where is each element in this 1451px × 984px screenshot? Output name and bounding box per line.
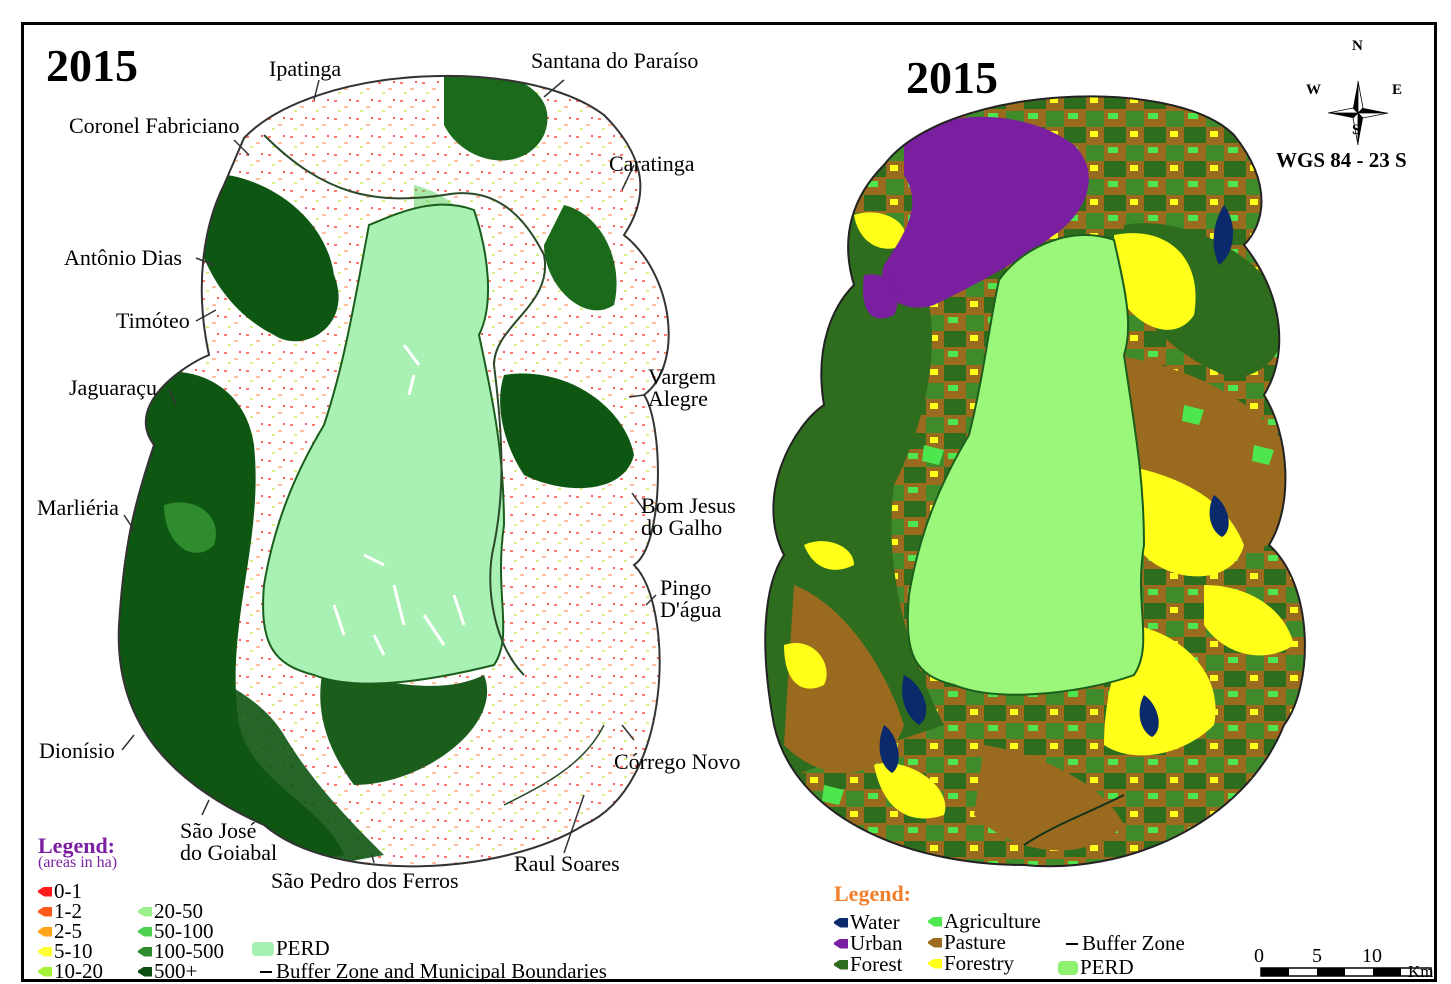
legend-swatch-10-20 [38,966,52,977]
coordinate-system: WGS 84 - 23 S [1276,148,1407,172]
legend-label-100-500: 100-500 [154,939,224,963]
legend-label-5-10: 5-10 [54,939,93,963]
legend-label-10-20: 10-20 [54,959,103,982]
legend-swatch-urban [834,938,848,949]
place-marlieria: Marliéria [37,495,119,520]
place-pingo-dagua: Pingo D'água [660,577,721,621]
legend-swatch-500-plus [138,966,152,977]
compass-rose [1327,80,1389,146]
legend-label-forestry: Forestry [944,951,1014,975]
left-legend-subtitle: (areas in ha) [38,854,118,871]
legend-item-1-2: 1-2 [38,901,82,922]
legend-item-forestry: Forestry [928,953,1014,974]
place-bom-jesus-line1: Bom Jesus [641,493,736,518]
legend-item-5-10: 5-10 [38,941,93,962]
scale-bar [1260,967,1432,977]
legend-swatch-20-50 [138,906,152,917]
scale-unit: Km [1408,962,1434,981]
place-coronel-fabriciano: Coronel Fabriciano [69,113,240,138]
legend-item-boundaries: Buffer Zone and Municipal Boundaries [260,959,607,982]
scale-label-0: 0 [1254,945,1264,967]
place-vargem-alegre-line2: Alegre [648,386,708,411]
compass-e: E [1392,82,1403,98]
legend-item-urban: Urban [834,933,902,954]
place-bom-jesus-do-galho: Bom Jesus do Galho [641,495,736,539]
right-map-year: 2015 [906,52,998,103]
place-jaguaracu: Jaguaraçu [69,375,157,400]
legend-label-500-plus: 500+ [154,959,198,982]
legend-label-perd-left: PERD [276,936,330,960]
legend-item-pasture: Pasture [928,932,1006,953]
compass-n: N [1352,38,1363,54]
place-pingo-line2: D'água [660,597,722,622]
place-dionisio: Dionísio [39,738,115,763]
legend-swatch-perd-right [1058,960,1078,975]
place-sao-jose-line2: do Goiabal [180,840,278,865]
legend-item-20-50: 20-50 [138,901,203,922]
legend-item-500-plus: 500+ [138,959,198,982]
legend-label-perd-right: PERD [1080,955,1134,979]
map-graphics [117,74,1432,977]
place-sao-pedro-dos-ferros: São Pedro dos Ferros [271,868,459,893]
legend-swatch-perd-left [252,941,274,956]
legend-swatch-1-2 [38,906,52,917]
place-sao-jose-line1: São José [180,818,257,843]
map-frame: 2015 Ipatinga Santana do Paraíso Coronel… [21,22,1437,982]
legend-label-2-5: 2-5 [54,919,82,943]
legend-label-0-1: 0-1 [54,879,82,903]
legend-item-100-500: 100-500 [138,941,224,962]
legend-label-pasture: Pasture [944,930,1006,954]
place-ipatinga: Ipatinga [269,56,342,81]
legend-swatch-agriculture [928,916,942,927]
legend-item-2-5: 2-5 [38,921,82,942]
legend-item-forest: Forest [834,954,903,975]
legend-swatch-0-1 [38,886,52,897]
legend-item-perd-right: PERD [1058,957,1134,978]
legend-item-10-20: 10-20 [38,959,103,982]
legend-swatch-50-100 [138,926,152,937]
place-raul-soares: Raul Soares [514,851,620,876]
legend-label-20-50: 20-50 [154,899,203,923]
legend-swatch-water [834,917,848,928]
legend-line-buffer-zone [1066,942,1078,945]
scale-label-5: 5 [1312,945,1322,967]
left-legend-title: Legend: [38,833,115,858]
legend-label-buffer-zone: Buffer Zone [1082,931,1185,955]
legend-item-buffer-zone: Buffer Zone [1066,933,1185,954]
legend-swatch-2-5 [38,926,52,937]
legend-label-urban: Urban [850,931,903,955]
place-sao-jose-do-goiabal: São José do Goiabal [180,820,277,864]
legend-swatch-forest [834,959,848,970]
right-legend-title: Legend: [834,881,911,906]
place-caratinga: Caratinga [609,151,695,176]
legend-label-50-100: 50-100 [154,919,214,943]
left-map-year: 2015 [46,40,138,91]
legend-label-boundaries: Buffer Zone and Municipal Boundaries [276,959,607,982]
scale-label-10: 10 [1362,945,1382,967]
legend-line-boundaries [260,970,272,973]
legend-swatch-pasture [928,937,942,948]
compass-s: S [1352,122,1361,138]
place-santana-do-paraiso: Santana do Paraíso [531,48,699,73]
legend-item-perd-left: PERD [252,938,330,959]
legend-label-1-2: 1-2 [54,899,82,923]
legend-swatch-5-10 [38,946,52,957]
legend-label-agriculture: Agriculture [944,909,1041,933]
place-antonio-dias: Antônio Dias [64,245,182,270]
legend-item-50-100: 50-100 [138,921,214,942]
legend-item-water: Water [834,912,900,933]
legend-swatch-100-500 [138,946,152,957]
place-pingo-line1: Pingo [660,575,712,600]
legend-item-0-1: 0-1 [38,881,82,902]
place-vargem-alegre-line1: Vargem [648,364,717,389]
place-vargem-alegre: Vargem Alegre [648,366,716,410]
place-bom-jesus-line2: do Galho [641,515,723,540]
place-timoteo: Timóteo [116,308,190,333]
legend-item-agriculture: Agriculture [928,911,1041,932]
compass-w: W [1306,82,1321,98]
legend-swatch-forestry [928,958,942,969]
place-corrego-novo: Córrego Novo [614,749,741,774]
legend-label-forest: Forest [850,952,903,976]
legend-label-water: Water [850,910,900,934]
